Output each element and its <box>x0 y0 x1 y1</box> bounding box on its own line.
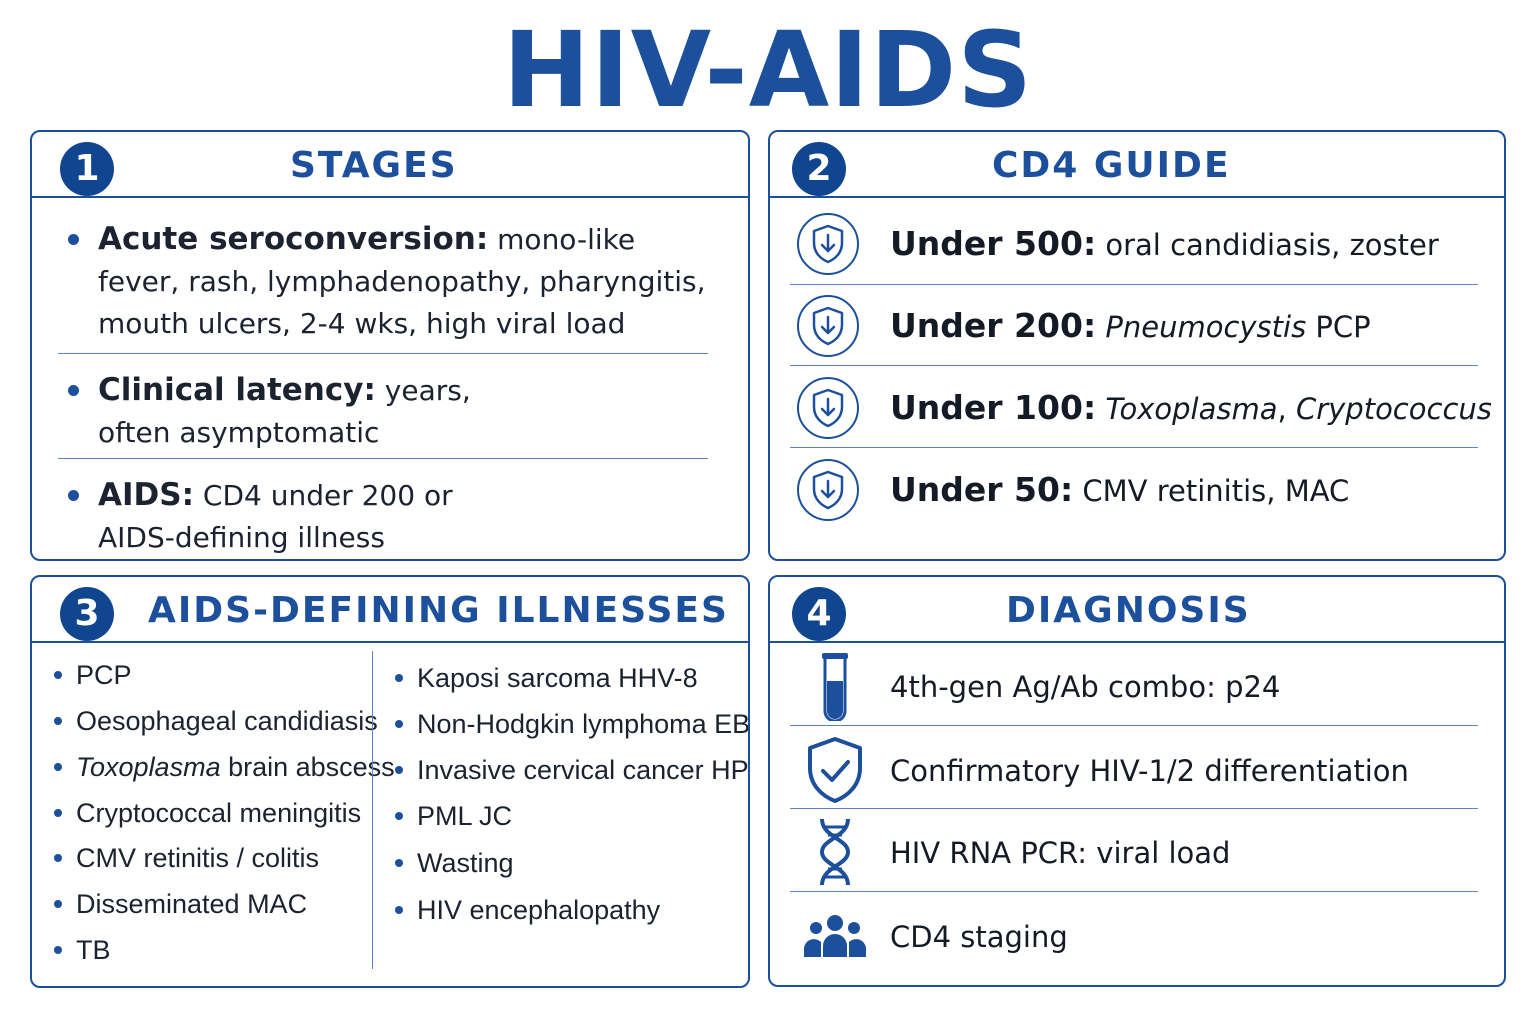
cd4-row: Under 100: Toxoplasma, Cryptococcus <box>790 368 1492 450</box>
stages-number-badge: 1 <box>60 142 114 196</box>
cd4-threshold: Under 50: <box>890 470 1074 509</box>
diagnosis-text: CD4 staging <box>890 920 1068 954</box>
diagnosis-row: 4th-gen Ag/Ab combo: p24 <box>790 645 1478 727</box>
cd4-row: Under 200: Pneumocystis PCP <box>790 286 1478 368</box>
stage-item-aids: AIDS: CD4 under 200 or AIDS-defining ill… <box>68 474 718 558</box>
stage-divider <box>58 458 708 459</box>
cd4-divider <box>790 447 1478 448</box>
bullet-icon <box>395 720 403 728</box>
bullet-icon <box>395 859 403 867</box>
shield-check-icon <box>808 737 862 803</box>
diagnosis-number-badge: 4 <box>792 587 846 641</box>
cd4-detail-italic: Toxoplasma <box>1105 392 1278 426</box>
stage-term: AIDS: <box>98 477 194 513</box>
bullet-icon <box>68 234 79 245</box>
cd4-number-badge: 2 <box>792 142 846 196</box>
bullet-icon <box>68 490 79 501</box>
diagnosis-header: 4 DIAGNOSIS <box>770 577 1504 643</box>
stage-detail: CD4 under 200 or AIDS-defining illness <box>98 479 453 554</box>
stage-term: Clinical latency: <box>98 372 376 408</box>
diagnosis-divider <box>790 808 1478 809</box>
bullet-icon <box>54 809 62 817</box>
illnesses-title: AIDS-DEFINING ILLNESSES <box>148 590 729 631</box>
diagnosis-row: Confirmatory HIV-1/2 differentiation <box>790 729 1478 811</box>
test-tube-icon <box>822 653 848 721</box>
dna-icon <box>819 818 851 886</box>
diagnosis-divider <box>790 725 1478 726</box>
diagnosis-row: CD4 staging <box>790 895 1478 977</box>
cd4-detail: , <box>1277 392 1296 426</box>
stage-item-acute: Acute seroconversion: mono-like fever, r… <box>68 218 718 348</box>
bullet-icon <box>395 906 403 914</box>
diagnosis-divider <box>790 891 1478 892</box>
stage-detail: mono-like fever, rash, lymphadenopathy, … <box>98 223 706 340</box>
shield-down-arrow-icon <box>797 213 859 275</box>
diagnosis-title: DIAGNOSIS <box>1006 590 1251 631</box>
page-title: HIV-AIDS <box>502 9 1034 131</box>
bullet-icon <box>395 812 403 820</box>
stage-item-latency: Clinical latency: years, often asymptoma… <box>68 369 718 453</box>
diagnosis-row: HIV RNA PCR: viral load <box>790 811 1478 893</box>
cd4-row: Under 500: oral candidiasis, zoster <box>790 204 1478 286</box>
cd4-detail: PCP <box>1306 310 1371 344</box>
cd4-threshold: Under 100: <box>890 388 1097 427</box>
diagnosis-panel: 4 DIAGNOSIS 4th-gen Ag/Ab combo: p24 Con… <box>768 575 1506 987</box>
diagnosis-text: Confirmatory HIV-1/2 differentiation <box>890 754 1409 788</box>
bullet-icon <box>68 385 79 396</box>
illness-rest: brain abscess <box>220 752 395 782</box>
cd4-detail-italic: Cryptococcus <box>1295 392 1492 426</box>
bullet-icon <box>54 671 62 679</box>
illness-italic: Toxoplasma <box>76 752 221 782</box>
bullet-icon <box>54 946 62 954</box>
cd4-detail-italic: Pneumocystis <box>1105 310 1307 344</box>
stage-term: Acute seroconversion: <box>98 221 489 257</box>
diagnosis-text: 4th-gen Ag/Ab combo: p24 <box>890 670 1281 704</box>
cd4-threshold: Under 500: <box>890 224 1097 263</box>
illnesses-header: 3 AIDS-DEFINING ILLNESSES <box>32 577 748 643</box>
shield-down-arrow-icon <box>797 295 859 357</box>
cd4-panel: 2 CD4 GUIDE Under 500: oral candidiasis,… <box>768 130 1506 561</box>
people-group-icon <box>804 915 866 957</box>
shield-down-arrow-icon <box>797 377 859 439</box>
cd4-header: 2 CD4 GUIDE <box>770 132 1504 198</box>
stages-panel: 1 STAGES Acute seroconversion: mono-like… <box>30 130 750 561</box>
stage-detail: years, often asymptomatic <box>98 374 471 449</box>
bullet-icon <box>395 674 403 682</box>
bullet-icon <box>54 717 62 725</box>
cd4-threshold: Under 200: <box>890 306 1097 345</box>
bullet-icon <box>54 900 62 908</box>
stages-header: 1 STAGES <box>32 132 748 198</box>
illnesses-number-badge: 3 <box>60 587 114 641</box>
cd4-divider <box>790 284 1478 285</box>
bullet-icon <box>395 766 403 774</box>
bullet-icon <box>54 763 62 771</box>
cd4-row: Under 50: CMV retinitis, MAC <box>790 450 1478 532</box>
cd4-detail: oral candidiasis, zoster <box>1105 228 1439 262</box>
column-divider <box>372 651 373 969</box>
shield-down-arrow-icon <box>797 459 859 521</box>
illnesses-panel: 3 AIDS-DEFINING ILLNESSES PCP Oesophagea… <box>30 575 750 988</box>
cd4-title: CD4 GUIDE <box>992 145 1231 186</box>
diagnosis-text: HIV RNA PCR: viral load <box>890 836 1231 870</box>
stage-divider <box>58 353 708 354</box>
cd4-detail: CMV retinitis, MAC <box>1082 474 1350 508</box>
bullet-icon <box>54 854 62 862</box>
cd4-divider <box>790 365 1478 366</box>
stages-title: STAGES <box>290 145 458 186</box>
